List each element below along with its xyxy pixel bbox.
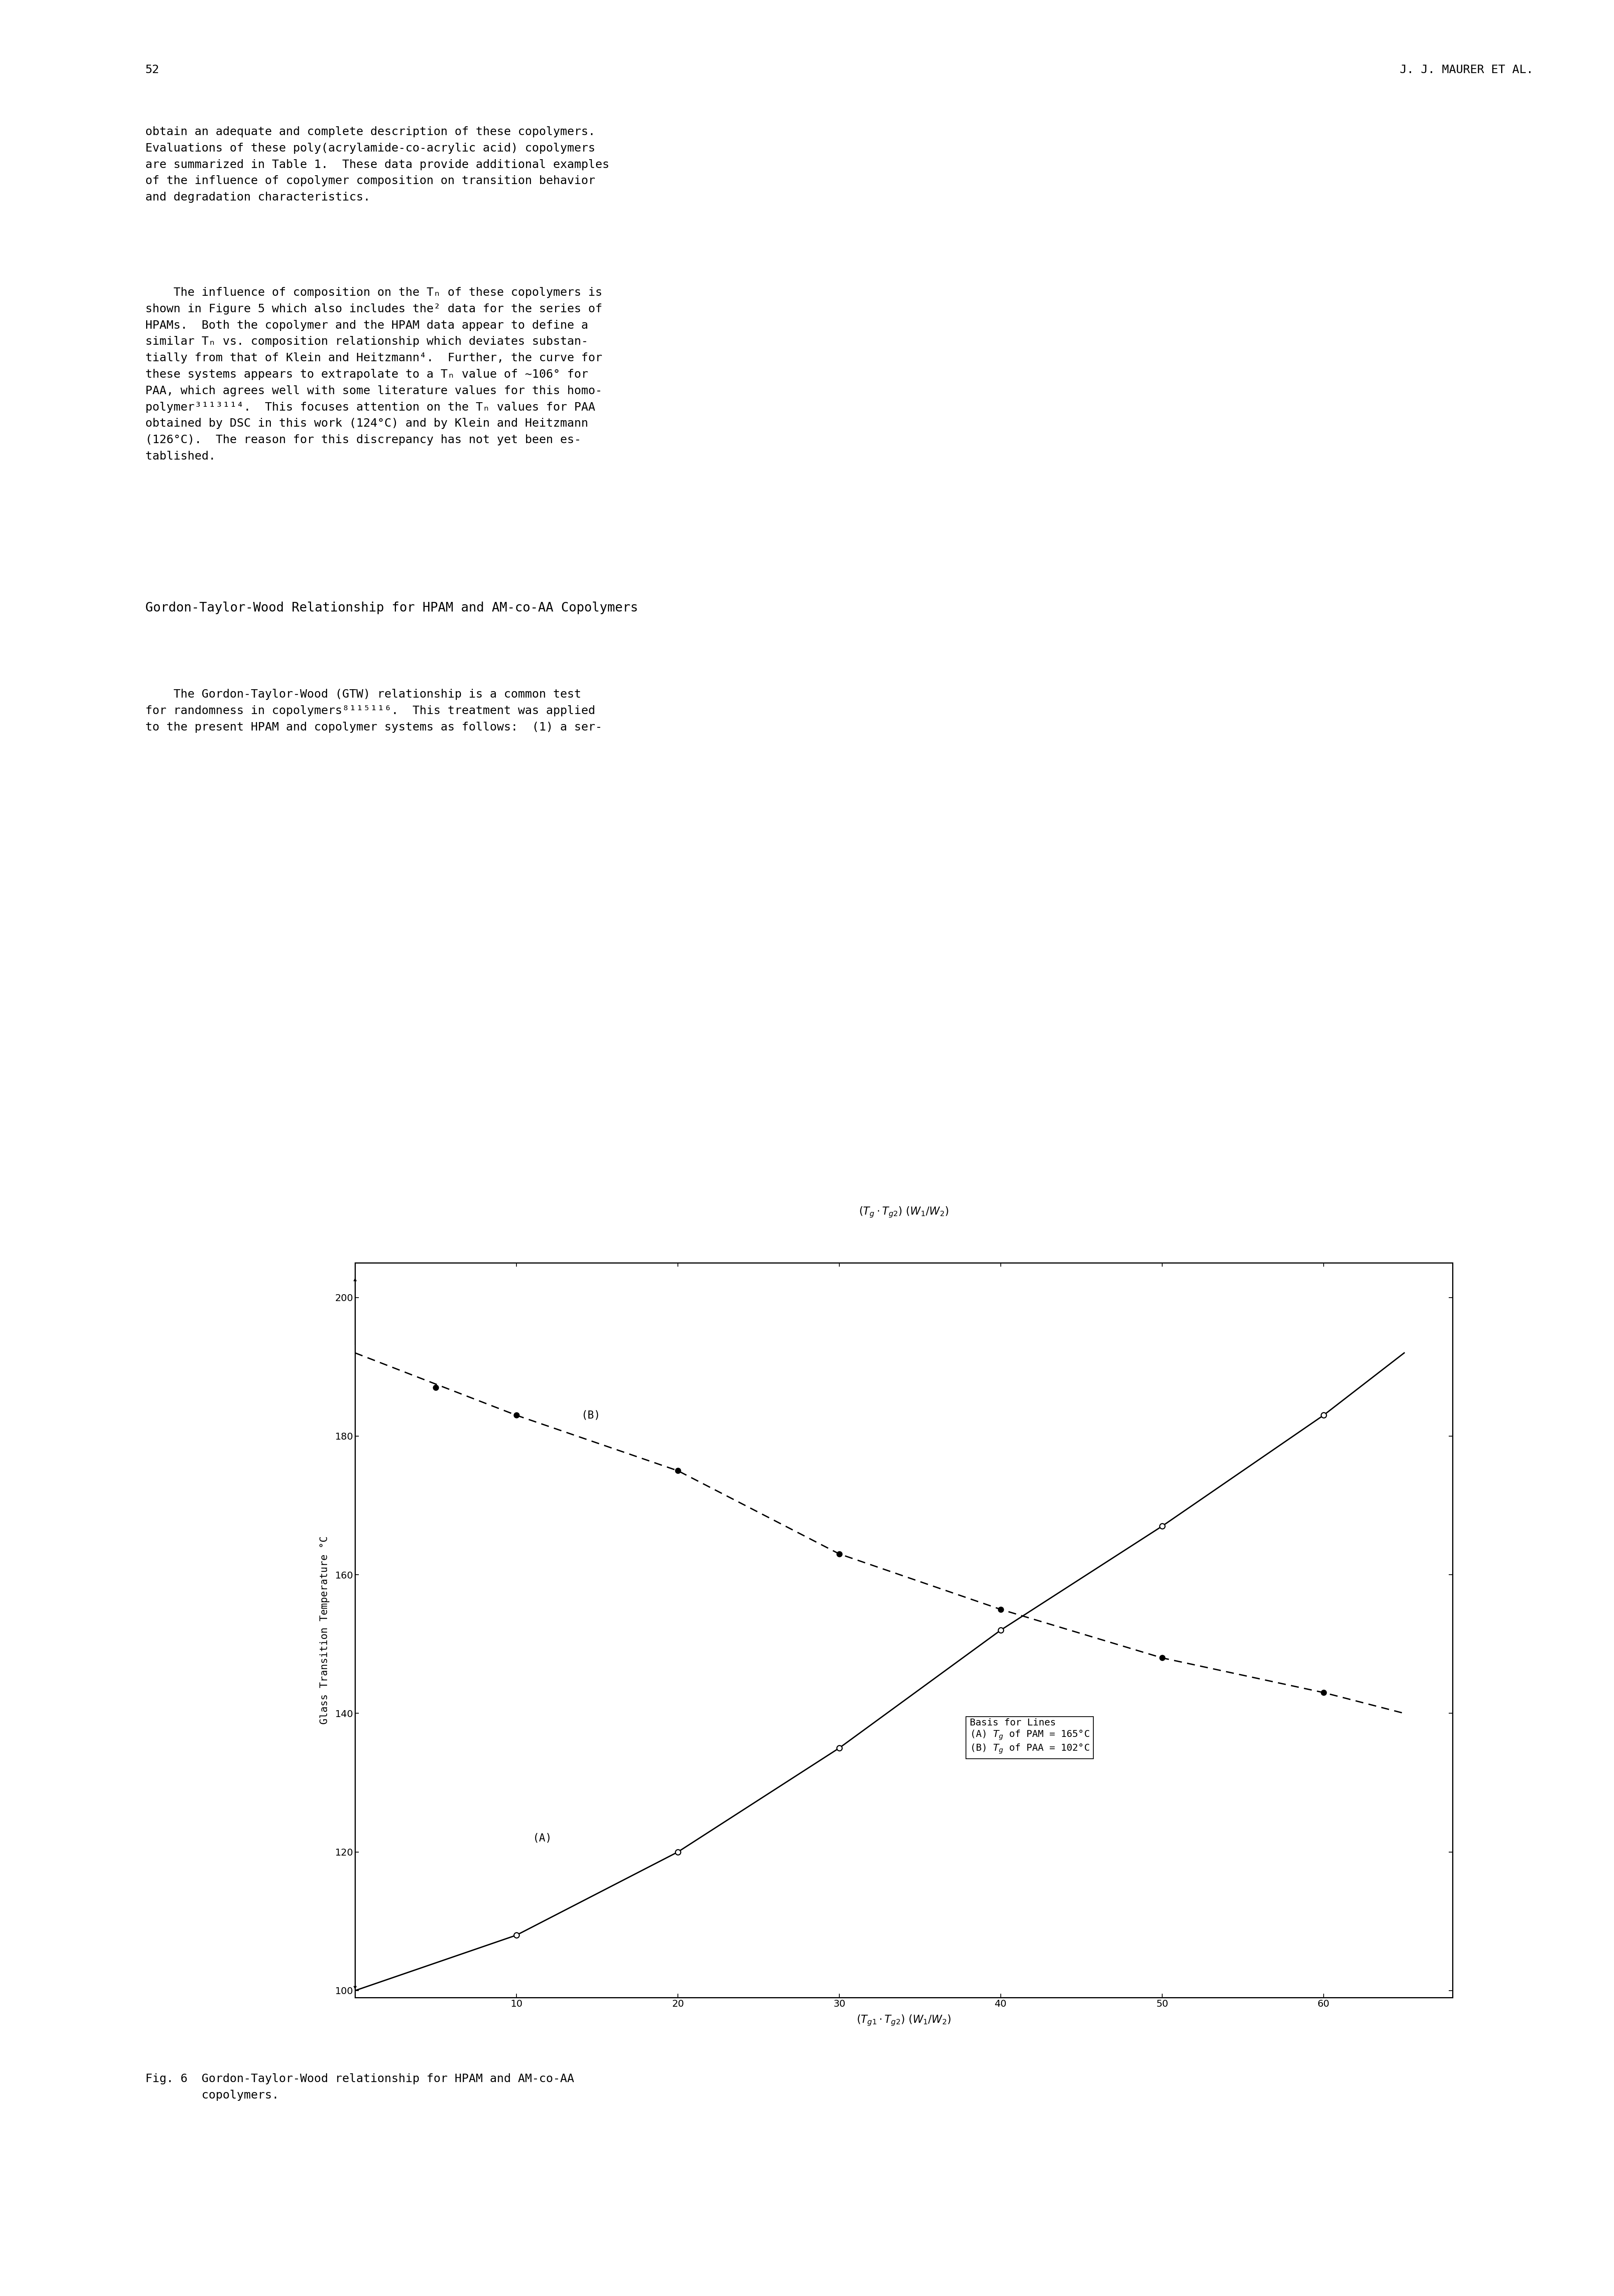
Text: Gordon-Taylor-Wood Relationship for HPAM and AM-co-AA Copolymers: Gordon-Taylor-Wood Relationship for HPAM… <box>145 602 638 615</box>
X-axis label: $(T_{g1}\cdot T_{g2})\ (W_1/W_2)$: $(T_{g1}\cdot T_{g2})\ (W_1/W_2)$ <box>857 2014 951 2027</box>
Text: Basis for Lines
(A) $T_g$ of PAM = 165°C
(B) $T_g$ of PAA = 102°C: Basis for Lines (A) $T_g$ of PAM = 165°C… <box>970 1717 1089 1754</box>
Text: 52: 52 <box>145 64 160 76</box>
Text: J. J. MAURER ET AL.: J. J. MAURER ET AL. <box>1399 64 1533 76</box>
Text: The influence of composition on the Tₙ of these copolymers is
shown in Figure 5 : The influence of composition on the Tₙ o… <box>145 287 602 461</box>
Text: $(T_g\cdot T_{g2})\ (W_1/W_2)$: $(T_g\cdot T_{g2})\ (W_1/W_2)$ <box>859 1205 949 1219</box>
Text: The Gordon-Taylor-Wood (GTW) relationship is a common test
for randomness in cop: The Gordon-Taylor-Wood (GTW) relationshi… <box>145 689 602 732</box>
Text: (A): (A) <box>533 1832 552 1844</box>
Y-axis label: Glass Transition Temperature °C: Glass Transition Temperature °C <box>320 1536 329 1724</box>
Text: Fig. 6  Gordon-Taylor-Wood relationship for HPAM and AM-co-AA
        copolymers: Fig. 6 Gordon-Taylor-Wood relationship f… <box>145 2073 575 2101</box>
Text: (B): (B) <box>581 1410 600 1421</box>
Text: obtain an adequate and complete description of these copolymers.
Evaluations of : obtain an adequate and complete descript… <box>145 126 608 202</box>
